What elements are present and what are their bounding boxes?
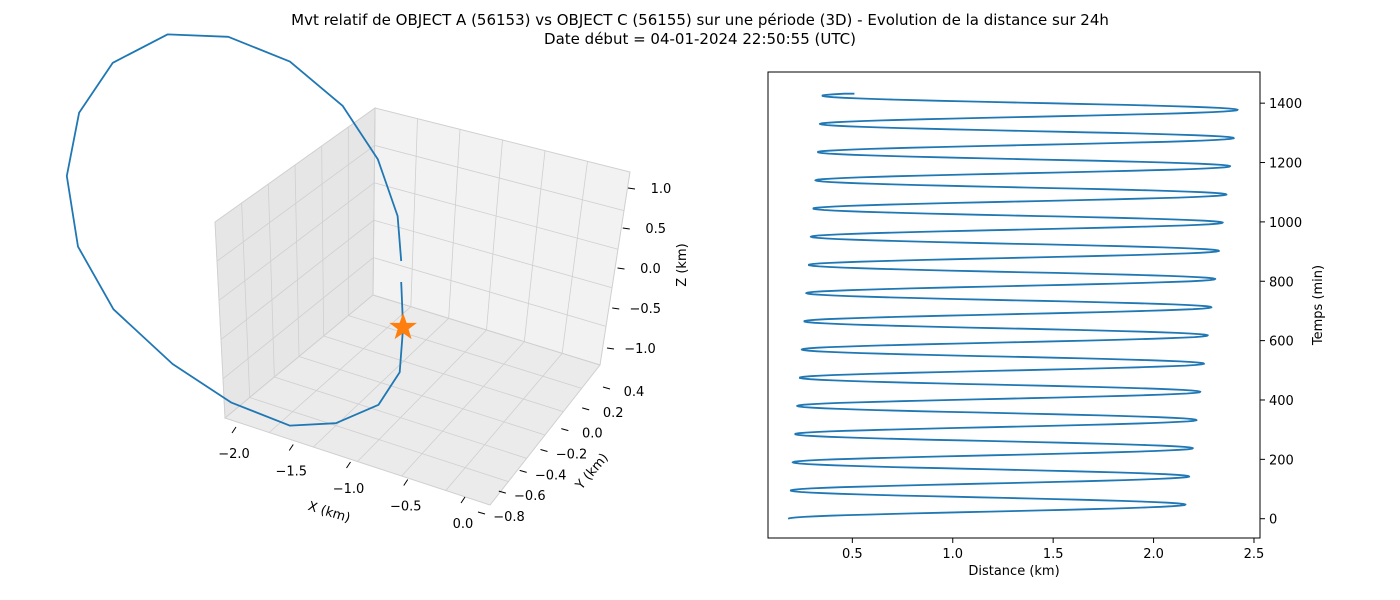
x-tick	[460, 496, 466, 504]
y-tick-label: −0.8	[493, 510, 525, 525]
grid-line	[220, 219, 375, 340]
y-tick	[498, 490, 506, 494]
grid-line	[373, 257, 607, 327]
y-tick-label: 600	[1269, 335, 1294, 350]
z-tick	[612, 307, 620, 310]
grid-line	[313, 318, 449, 448]
grid-line	[214, 107, 376, 223]
grid-line	[374, 107, 631, 173]
grid-line	[372, 107, 376, 296]
x-tick	[346, 461, 351, 469]
y-tick	[561, 428, 569, 432]
z-axis-label: Z (km)	[675, 243, 690, 286]
chart-distance-vs-time: 0.5 1.0 1.5 2.0 2.5 Distance (km) 0 200 400 600 80…	[767, 71, 1326, 579]
y-tick-label: 0.2	[603, 406, 624, 421]
grid-line	[561, 161, 588, 354]
grid-line	[448, 129, 461, 319]
y-tick-label: −0.2	[556, 448, 588, 463]
x-tick-label: −1.0	[333, 482, 365, 497]
grid-line	[373, 219, 613, 289]
y-tick-label: 1400	[1269, 97, 1302, 112]
grid-line	[222, 257, 374, 380]
z-tick-label: −0.5	[629, 302, 661, 317]
x-tick	[231, 426, 237, 434]
distance-curve	[787, 92, 1239, 520]
x-tick-label: 0.5	[842, 547, 863, 562]
x-tick-label: −1.5	[275, 465, 307, 480]
x-tick	[403, 479, 409, 486]
y-tick	[602, 386, 611, 390]
grid-line	[410, 118, 418, 307]
x-axis-label: X (km)	[306, 499, 352, 526]
grid-line	[267, 183, 275, 378]
x-tick	[288, 444, 294, 451]
grid-line	[374, 145, 625, 211]
y-tick-label: 200	[1269, 453, 1294, 468]
y-tick-label: 0.4	[624, 385, 645, 400]
y-tick-label: 1000	[1269, 216, 1302, 231]
y-tick	[540, 449, 548, 452]
grid-line	[218, 182, 375, 301]
chart-3d-trajectory: −2.0 −1.5 −1.0 −0.5 0.0 X (km) −0.8 −0.6 −0.4 −0.…	[65, 33, 690, 532]
grid-line	[294, 164, 300, 357]
grid-line	[599, 171, 631, 366]
z-tick-label: −1.0	[624, 342, 656, 357]
y-tick-label: 400	[1269, 394, 1294, 409]
y-tick-label: −0.4	[535, 468, 567, 483]
y-tick	[582, 407, 590, 411]
y-tick-label: −0.6	[514, 489, 546, 504]
grid-line	[489, 364, 601, 506]
grid-line	[241, 202, 251, 398]
grid-line	[401, 341, 525, 477]
z-tick-label: 1.0	[651, 182, 672, 197]
grid-line	[214, 221, 226, 419]
z-tick-label: 0.0	[640, 262, 661, 277]
y-tick-label: 0.0	[582, 427, 603, 442]
figure-title-line2: Date début = 04-01-2024 22:50:55 (UTC)	[544, 30, 856, 48]
grid-line	[374, 182, 619, 250]
y-tick-label: 800	[1269, 275, 1294, 290]
start-star-marker	[389, 312, 417, 340]
grid-line	[357, 329, 487, 462]
x-tick-label: 1.0	[942, 547, 963, 562]
3d-gridlines	[214, 107, 631, 506]
x-tick-label: 2.5	[1244, 547, 1265, 562]
x-tick-label: 2.0	[1143, 547, 1164, 562]
y-tick	[477, 511, 486, 515]
x-tick-label: −2.0	[218, 447, 250, 462]
grid-line	[268, 306, 412, 433]
3d-trajectory-group	[65, 33, 417, 427]
grid-line	[445, 353, 563, 491]
z-tick	[617, 267, 625, 270]
x-tick-label: 1.5	[1043, 547, 1064, 562]
grid-line	[486, 139, 503, 331]
x-tick-label: 0.0	[453, 517, 474, 532]
figure-title-line1: Mvt relatif de OBJECT A (56153) vs OBJEC…	[291, 11, 1109, 29]
y-tick-label: 1200	[1269, 157, 1302, 172]
grid-line	[224, 294, 374, 419]
grid-line	[523, 150, 546, 342]
z-tick	[606, 347, 615, 350]
grid-line	[321, 145, 325, 337]
trajectory-line	[65, 33, 405, 427]
y-tick-label: 0	[1269, 513, 1277, 528]
x-axis-label: Distance (km)	[968, 564, 1059, 579]
grid-line	[216, 145, 375, 262]
y-axis-label: Temps (min)	[1311, 265, 1326, 346]
z-tick	[622, 227, 630, 230]
z-tick	[627, 187, 636, 190]
x-tick-label: −0.5	[390, 500, 422, 515]
z-tick-label: 0.5	[645, 222, 666, 237]
y-tick	[519, 469, 527, 473]
